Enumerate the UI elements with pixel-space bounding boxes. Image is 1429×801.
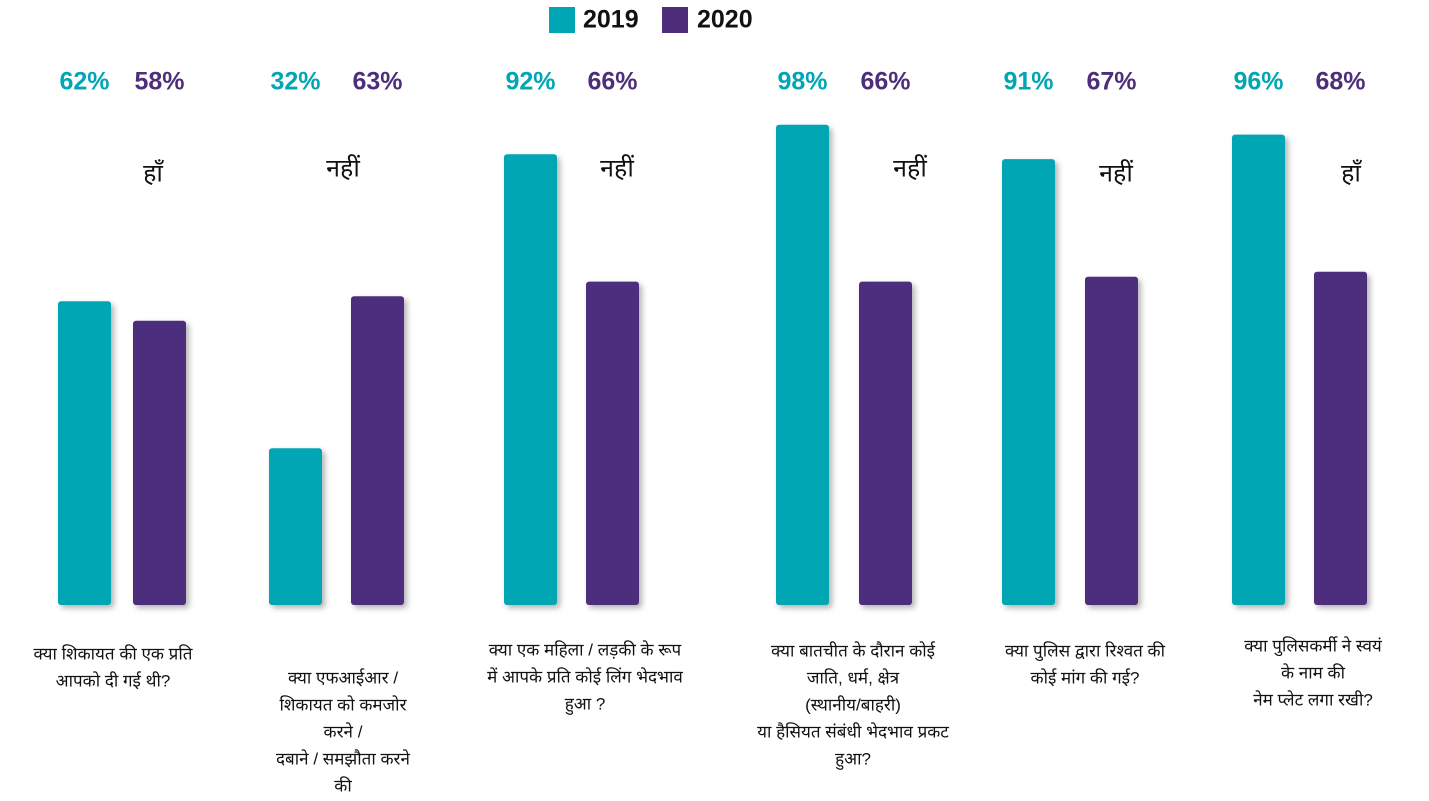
category-label: क्या पुलिसकर्मी ने स्वयं (1244, 635, 1383, 656)
value-label: 91% (1003, 68, 1053, 96)
category-label: कोई मांग की गई? (1031, 667, 1140, 687)
bar (859, 281, 912, 605)
value-label: 67% (1086, 68, 1136, 96)
category-label: के नाम की (1281, 662, 1346, 682)
category-label: (स्थानीय/बाहरी) (805, 694, 901, 714)
legend-swatch (662, 7, 688, 33)
bar (586, 281, 639, 605)
category-label: दबाने / समझौता करने (276, 748, 410, 768)
answer-label: नहीं (893, 154, 927, 183)
value-label: 66% (587, 68, 637, 96)
category-label: आपको दी गई थी? (56, 670, 171, 690)
value-label: 58% (134, 68, 184, 96)
bar (1232, 134, 1285, 605)
category-label: में आपके प्रति कोई लिंग भेदभाव (487, 666, 683, 686)
value-label: 98% (777, 68, 827, 96)
answer-label: नहीं (600, 154, 634, 183)
bar (1085, 276, 1138, 605)
category-label: की (334, 775, 352, 795)
value-label: 92% (505, 68, 555, 96)
value-label: 68% (1315, 68, 1365, 96)
answer-label: हाँ (1341, 159, 1363, 188)
category-label: क्या पुलिस द्वारा रिश्वत की (1005, 640, 1166, 661)
category-label: जाति, धर्म, क्षेत्र (807, 667, 900, 687)
category-label: क्या एफआईआर / (288, 667, 398, 687)
legend-label: 2020 (697, 6, 753, 34)
legend-label: 2019 (583, 6, 639, 34)
answer-label: हाँ (143, 159, 165, 188)
category-label: या हैसियत संबंधी भेदभाव प्रकट (757, 721, 949, 741)
bar (58, 301, 111, 605)
answer-label: नहीं (326, 154, 360, 183)
value-label: 62% (59, 68, 109, 96)
category-label: हुआ ? (565, 694, 606, 715)
value-label: 96% (1233, 68, 1283, 96)
category-label: शिकायत को कमजोर (279, 694, 407, 714)
category-label: करने / (324, 721, 363, 741)
value-label: 66% (860, 68, 910, 96)
bar (269, 448, 322, 605)
category-label: नेम प्लेट लगा रखी? (1253, 689, 1373, 709)
bar (133, 320, 186, 605)
category-label: क्या बातचीत के दौरान कोई (771, 640, 936, 660)
category-label: क्या एक महिला / लड़की के रूप (489, 639, 682, 659)
bar (1002, 159, 1055, 605)
bar (351, 296, 404, 605)
bar (1314, 271, 1367, 605)
answer-label: नहीं (1099, 159, 1133, 188)
value-label: 63% (352, 68, 402, 96)
category-label: हुआ? (835, 749, 871, 770)
value-label: 32% (270, 68, 320, 96)
bar (504, 154, 557, 605)
legend-swatch (549, 7, 575, 33)
category-label: क्या शिकायत की एक प्रति (34, 643, 193, 663)
bar (776, 124, 829, 606)
